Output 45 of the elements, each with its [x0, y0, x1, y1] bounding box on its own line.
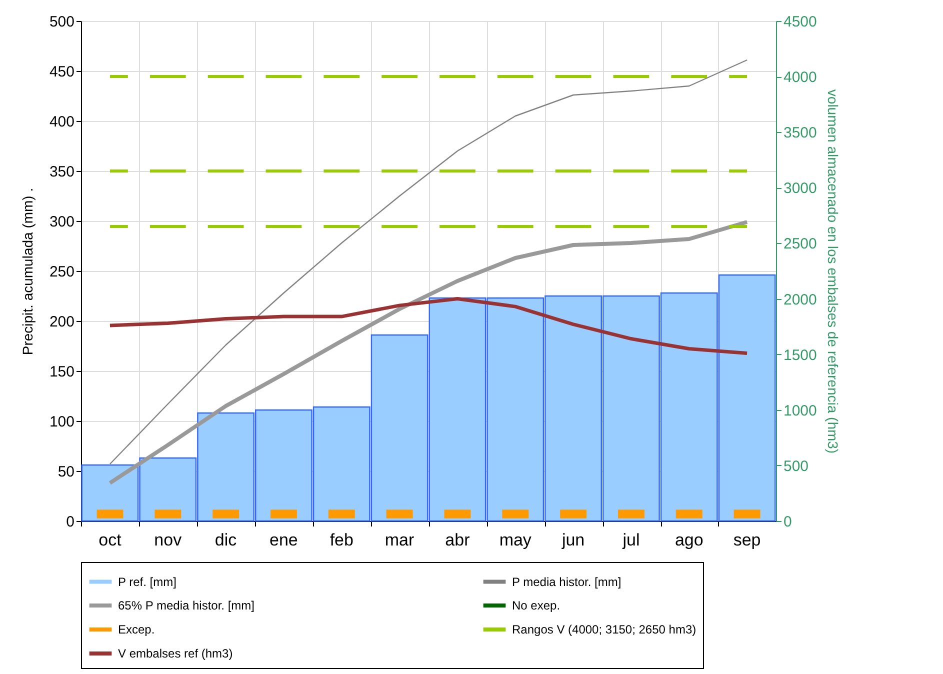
- y-tick-label: 100: [49, 414, 74, 430]
- y2-tick-label: 0: [784, 514, 792, 530]
- x-tick-label: ene: [270, 530, 298, 550]
- y-tick-label: 300: [49, 214, 74, 230]
- y-tick-label: 0: [66, 514, 74, 530]
- y2-tick-label: 4000: [784, 69, 817, 86]
- legend-label: Excep.: [118, 622, 155, 636]
- x-tick-label: mar: [384, 530, 415, 550]
- x-tick-label: feb: [330, 530, 354, 550]
- y2-tick-label: 3000: [784, 180, 817, 198]
- legend-label: P ref. [mm]: [118, 574, 176, 589]
- legend-label: P media histor. [mm]: [512, 574, 622, 589]
- y2-tick-label: 2000: [784, 291, 817, 308]
- y2-tick-label: 2500: [784, 236, 817, 253]
- legend-label: 65% P media histor. [mm]: [118, 598, 254, 612]
- y-tick-label: 50: [58, 464, 74, 480]
- y2-tick-label: 3500: [784, 124, 817, 142]
- y-tick-label: 400: [49, 114, 74, 130]
- x-tick-label: may: [499, 530, 532, 550]
- y2-tick-label: 500: [784, 458, 809, 475]
- y2-tick-label: 4500: [784, 14, 817, 30]
- x-tick-label: jul: [622, 530, 640, 550]
- y-tick-label: 200: [49, 314, 74, 330]
- x-tick-label: jun: [560, 530, 585, 550]
- y2-axis-title: volumen almacenado en los embalses de referencia (hm3): [824, 89, 841, 454]
- x-tick-label: dic: [214, 530, 238, 550]
- y-tick-label: 150: [49, 364, 74, 380]
- x-tick-label: ago: [674, 530, 704, 550]
- y-tick-label: 500: [49, 14, 74, 30]
- x-tick-label: abr: [445, 530, 470, 550]
- y-tick-label: 450: [49, 64, 74, 80]
- y-tick-label: 250: [49, 264, 74, 280]
- legend-label: Rangos V (4000; 3150; 2650 hm3): [512, 622, 696, 636]
- line-series: [108, 297, 749, 355]
- x-tick-label: nov: [154, 530, 182, 550]
- y2-tick-label: 1500: [784, 346, 817, 364]
- line-series: [108, 220, 750, 485]
- legend-label: V embalses ref (hm3): [118, 646, 233, 660]
- x-tick-label: oct: [98, 530, 122, 550]
- y-tick-label: 350: [49, 164, 74, 180]
- line-series: [109, 59, 748, 465]
- x-tick-label: sep: [733, 530, 761, 550]
- y2-tick-label: 1000: [784, 402, 817, 420]
- legend-label: No exep.: [512, 598, 560, 612]
- y-axis-title: Precipit. acumulada (mm) .: [19, 188, 36, 356]
